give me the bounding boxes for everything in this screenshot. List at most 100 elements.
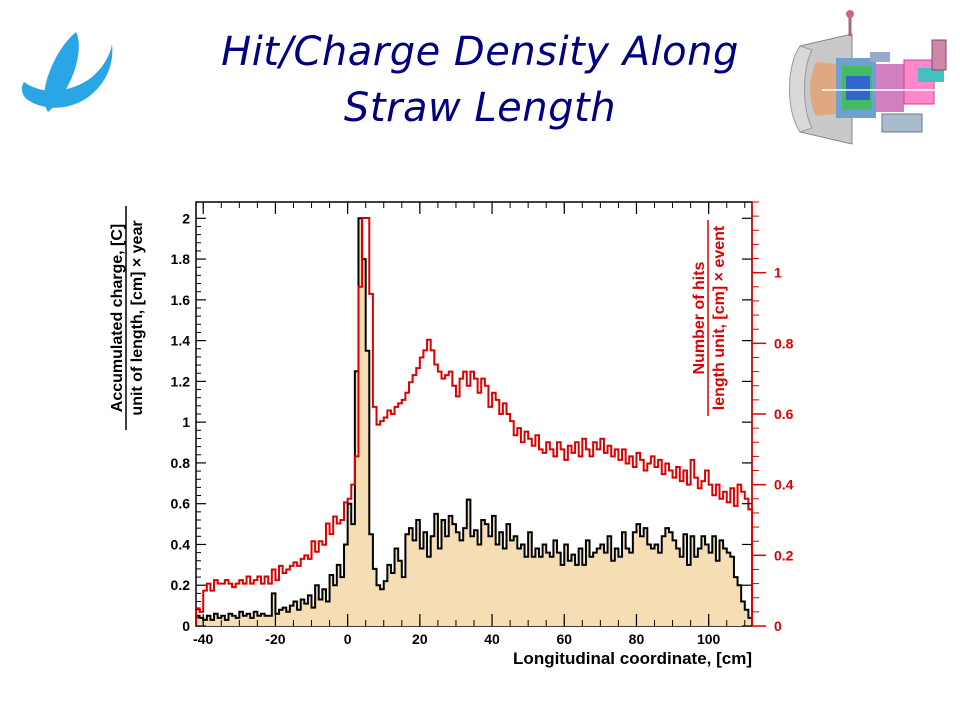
x-axis-tick-label: -20	[265, 631, 285, 647]
accumulated-charge-bin	[668, 532, 673, 626]
left-axis-tick-label: 0.2	[171, 577, 191, 593]
x-axis-tick-label: -40	[193, 631, 213, 647]
accumulated-charge-bin	[228, 613, 233, 626]
accumulated-charge-bin	[221, 615, 226, 626]
accumulated-charge-bin	[250, 617, 255, 626]
accumulated-charge-bin	[484, 524, 489, 626]
accumulated-charge-bin	[470, 536, 475, 626]
accumulated-charge-bin	[622, 532, 626, 626]
accumulated-charge-bin	[304, 603, 309, 626]
accumulated-charge-bin	[701, 536, 706, 626]
accumulated-charge-bin	[524, 556, 529, 626]
accumulated-charge-bin	[239, 611, 244, 626]
accumulated-charge-bin	[289, 605, 294, 626]
left-axis-label-denominator: unit of length, [cm] × year	[129, 220, 146, 415]
accumulated-charge-bin	[455, 532, 460, 626]
accumulated-charge-bin	[629, 552, 634, 626]
accumulated-charge-bin	[430, 536, 435, 626]
accumulated-charge-bin	[593, 552, 598, 626]
accumulated-charge-bin	[474, 530, 478, 626]
accumulated-charge-bin	[427, 556, 431, 626]
accumulated-charge-bin	[369, 534, 374, 626]
accumulated-charge-bin	[611, 560, 616, 626]
accumulated-charge-bin	[412, 540, 417, 626]
accumulated-charge-bin	[614, 548, 619, 626]
accumulated-charge-bin	[268, 615, 273, 626]
accumulated-charge-bin	[596, 548, 601, 626]
accumulated-charge-bin	[705, 544, 709, 626]
title-line-1: Hit/Charge Density Along	[221, 29, 739, 75]
accumulated-charge-bin	[632, 532, 637, 626]
accumulated-charge-bin	[690, 536, 695, 626]
accumulated-charge-bin	[354, 371, 359, 626]
right-axis-label: Number of hits length unit, [cm] × event	[691, 220, 728, 416]
accumulated-charge-bin	[723, 548, 728, 626]
accumulated-charge-bin	[625, 548, 630, 626]
accumulated-charge-bin	[560, 564, 565, 626]
left-axis-tick-label: 1	[182, 414, 190, 430]
accumulated-charge-bin	[199, 617, 204, 626]
accumulated-charge-bin	[603, 552, 608, 626]
accumulated-charge-bin	[481, 520, 486, 626]
accumulated-charge-bin	[235, 617, 240, 626]
accumulated-charge-bin	[571, 554, 576, 626]
accumulated-charge-bin	[567, 560, 572, 626]
right-axis-label-denominator: length unit, [cm] × event	[711, 225, 728, 410]
accumulated-charge-bin	[697, 548, 702, 626]
accumulated-charge-bin	[510, 540, 515, 626]
accumulated-charge-bin	[683, 534, 688, 626]
accumulated-charge-bin	[405, 534, 410, 626]
accumulated-charge-bin	[672, 540, 677, 626]
accumulated-charge-bin	[643, 528, 648, 626]
accumulated-charge-bin	[712, 536, 717, 626]
accumulated-charge-bin	[322, 589, 327, 626]
accumulated-charge-bin	[351, 524, 356, 626]
accumulated-charge-bin	[459, 540, 464, 626]
accumulated-charge-bin	[390, 573, 395, 626]
accumulated-charge-bin	[441, 520, 446, 626]
accumulated-charge-bin	[437, 548, 442, 626]
detector-cutaway-icon	[789, 10, 947, 145]
accumulated-charge-bin	[553, 540, 558, 626]
x-axis-tick-label: 80	[629, 631, 645, 647]
accumulated-charge-bin	[325, 601, 330, 626]
accumulated-charge-bin	[347, 503, 352, 626]
left-axis-tick-label: 0.8	[171, 455, 191, 471]
accumulated-charge-bin	[260, 613, 265, 626]
accumulated-charge-bin	[589, 556, 594, 626]
accumulated-charge-bin	[358, 218, 363, 626]
accumulated-charge-bin	[726, 552, 731, 626]
title-line-2: Straw Length	[343, 85, 617, 131]
accumulated-charge-bin	[665, 528, 670, 626]
accumulated-charge-bin	[344, 544, 348, 626]
left-axis-tick-label: 0	[182, 618, 190, 634]
accumulated-charge-bin	[658, 552, 663, 626]
accumulated-charge-outline	[195, 217, 753, 626]
accumulated-charge-bin	[661, 536, 666, 626]
accumulated-charge-bin	[206, 615, 211, 626]
accumulated-charge-bin	[423, 532, 428, 626]
x-axis-tick-label: 0	[344, 631, 352, 647]
accumulated-charge-bin	[679, 556, 684, 626]
accumulated-charge-bin	[376, 585, 381, 626]
accumulated-charge-bin	[297, 609, 301, 626]
accumulated-charge-bin	[380, 589, 385, 626]
accumulated-charge-bin	[394, 548, 399, 626]
accumulated-charge-bin	[307, 595, 312, 626]
accumulated-charge-bin	[744, 609, 749, 626]
accumulated-charge-bin	[387, 564, 392, 626]
accumulated-charge-bin	[542, 544, 547, 626]
accumulated-charge-bin	[452, 524, 457, 626]
accumulated-charge-bin	[585, 540, 590, 626]
left-axis-tick-label: 0.6	[171, 496, 191, 512]
accumulated-charge-bin	[210, 619, 215, 626]
right-axis-tick-label: 0.4	[774, 477, 794, 493]
accumulated-charge-bin	[535, 548, 540, 626]
accumulated-charge-bin	[232, 615, 237, 626]
accumulated-charge-bin	[520, 544, 525, 626]
accumulated-charge-bin	[492, 515, 496, 626]
accumulated-charge-bin	[246, 613, 251, 626]
accumulated-charge-bin	[578, 548, 583, 626]
accumulated-charge-bin	[488, 536, 493, 626]
accumulated-charge-bin	[650, 548, 655, 626]
